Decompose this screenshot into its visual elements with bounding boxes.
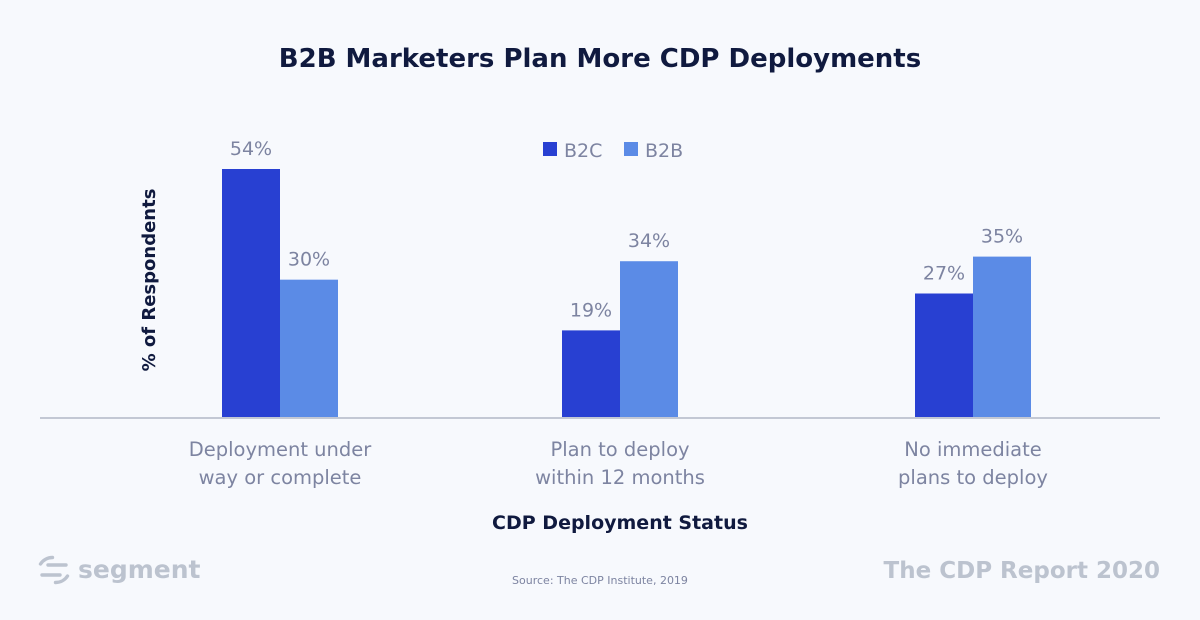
tick-label-2: Plan to deploy within 12 months (535, 438, 705, 489)
tick-label-line: plans to deploy (898, 466, 1048, 489)
data-label-b2b-2: 34% (628, 230, 670, 252)
tick-label-3: No immediate plans to deploy (898, 438, 1048, 489)
data-label-b2c-2: 19% (570, 299, 612, 321)
y-axis-label: % of Respondents (139, 189, 160, 372)
tick-label-line: within 12 months (535, 466, 705, 489)
data-label-b2c-3: 27% (923, 263, 965, 285)
bar-b2b-1 (280, 279, 338, 418)
legend-label-b2c: B2C (564, 140, 602, 162)
report-title: The CDP Report 2020 (884, 558, 1160, 584)
bar-b2c-3 (915, 293, 973, 418)
bars-group (222, 169, 1031, 418)
chart-title: B2B Marketers Plan More CDP Deployments (279, 44, 921, 74)
source-note: Source: The CDP Institute, 2019 (512, 574, 688, 587)
data-labels-group: 54% 30% 19% 34% 27% 35% (230, 138, 1023, 321)
legend-swatch-b2b (624, 142, 638, 156)
bar-b2c-2 (562, 330, 620, 418)
bar-b2b-3 (973, 256, 1031, 418)
bar-b2c-1 (222, 169, 280, 418)
tick-label-line: No immediate (904, 438, 1042, 461)
data-label-b2b-3: 35% (981, 226, 1023, 248)
brand-name: segment (78, 555, 201, 584)
tick-label-line: Plan to deploy (550, 438, 689, 461)
segment-logo-icon (38, 555, 70, 585)
data-label-b2b-1: 30% (288, 249, 330, 271)
bar-b2b-2 (620, 261, 678, 418)
legend: B2C B2B (543, 140, 683, 162)
legend-label-b2b: B2B (645, 140, 683, 162)
brand: segment (38, 555, 201, 585)
tick-label-1: Deployment under way or complete (189, 438, 373, 489)
data-label-b2c-1: 54% (230, 138, 272, 160)
tick-label-line: way or complete (199, 466, 362, 489)
legend-swatch-b2c (543, 142, 557, 156)
tick-labels-group: Deployment under way or complete Plan to d… (189, 438, 1048, 489)
tick-label-line: Deployment under (189, 438, 373, 461)
x-axis-label: CDP Deployment Status (492, 512, 748, 534)
